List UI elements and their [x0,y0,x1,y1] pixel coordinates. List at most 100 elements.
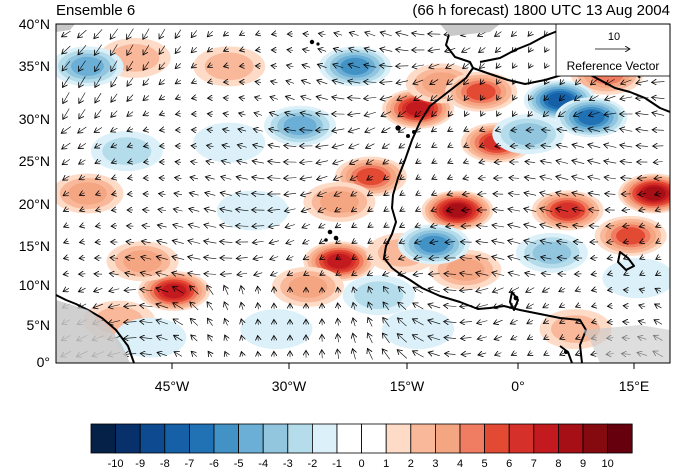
wind-vector [574,94,582,101]
wind-vector [333,176,343,180]
wind-vector [428,274,440,275]
wind-vector [301,96,312,100]
wind-vector [444,289,457,290]
wind-vector [287,65,294,67]
wind-vector [207,31,212,37]
colorbar-tick-label: -4 [258,458,268,470]
wind-vector [79,108,86,119]
wind-vector [511,129,518,130]
field-anomaly [397,224,470,265]
wind-vector [364,112,376,115]
wind-vector [284,129,296,131]
wind-vector [527,336,532,339]
field-contour [354,281,404,310]
wind-vector [110,258,119,259]
wind-vector [591,289,596,290]
wind-vector [431,209,438,211]
wind-vector [174,335,183,341]
wind-vector [301,80,311,83]
wind-vector [348,113,361,115]
wind-vector [62,60,71,71]
colorbar-box [385,423,412,454]
reference-vector-label: Reference Vector [567,59,660,73]
wind-vector [95,242,101,243]
wind-vector [495,129,500,131]
wind-vector [95,160,102,163]
wind-vector [526,304,534,308]
wind-vector [559,288,566,291]
wind-vector [140,272,152,275]
wind-vector [556,176,569,179]
wind-vector [476,273,489,276]
wind-vector [638,193,647,194]
wind-vector [80,225,85,226]
wind-vector [414,241,422,243]
wind-vector [382,333,390,344]
field-contour [602,258,670,299]
wind-vector [302,65,311,68]
colorbar-tick-label: 3 [432,458,438,470]
wind-vector [143,61,150,71]
wind-vector [241,352,242,357]
wind-vector [316,96,328,99]
wind-vector [78,126,87,133]
wind-vector [542,130,551,131]
wind-vector [495,145,502,146]
colorbar-box [90,423,117,454]
wind-vector [258,303,259,310]
wind-vector [258,352,259,357]
wind-vector [463,161,468,163]
wind-vector [174,352,183,357]
wind-vector [415,225,422,227]
wind-vector [380,96,392,99]
wind-vector [621,178,632,179]
wind-vector [509,178,520,179]
wind-vector [189,209,200,212]
wind-vector [380,82,393,83]
wind-vector [62,142,71,149]
wind-vector [368,333,373,344]
wind-vector [224,285,228,295]
wind-vector [159,113,164,115]
wind-vector [508,225,521,228]
wind-vector [446,63,455,69]
wind-vector [368,302,372,311]
wind-vector [416,209,421,211]
wind-vector [220,193,232,196]
wind-vector [173,225,184,228]
wind-vector [524,224,537,227]
wind-vector [156,304,169,308]
wind-vector [256,50,261,51]
wind-vector [444,353,456,354]
wind-vector [607,306,612,307]
wind-vector [303,240,310,243]
wind-vector [241,335,242,340]
wind-vector [220,274,232,275]
wind-vector [93,304,104,308]
wind-vector [220,241,233,242]
wind-vector [318,49,327,52]
wind-vector [110,28,119,40]
wind-vector [352,241,356,244]
wind-vector [335,208,342,212]
wind-vector [591,273,598,274]
wind-vector [510,146,518,147]
wind-vector [497,96,500,100]
wind-vector [478,177,486,178]
wind-vector [159,62,166,70]
wind-vector [143,78,150,86]
wind-vector [94,288,103,291]
wind-vector [271,66,278,67]
wind-vector [79,160,86,164]
wind-vector [448,129,453,132]
wind-vector [412,33,425,35]
wind-vector [143,129,148,131]
wind-vector [478,194,487,195]
wind-vector [652,97,665,98]
wind-vector [207,145,214,146]
colorbar-tick-label: 2 [408,458,414,470]
wind-vector [414,257,423,259]
wind-vector [127,77,134,87]
wind-vector [336,273,340,276]
wind-vector [508,256,521,259]
